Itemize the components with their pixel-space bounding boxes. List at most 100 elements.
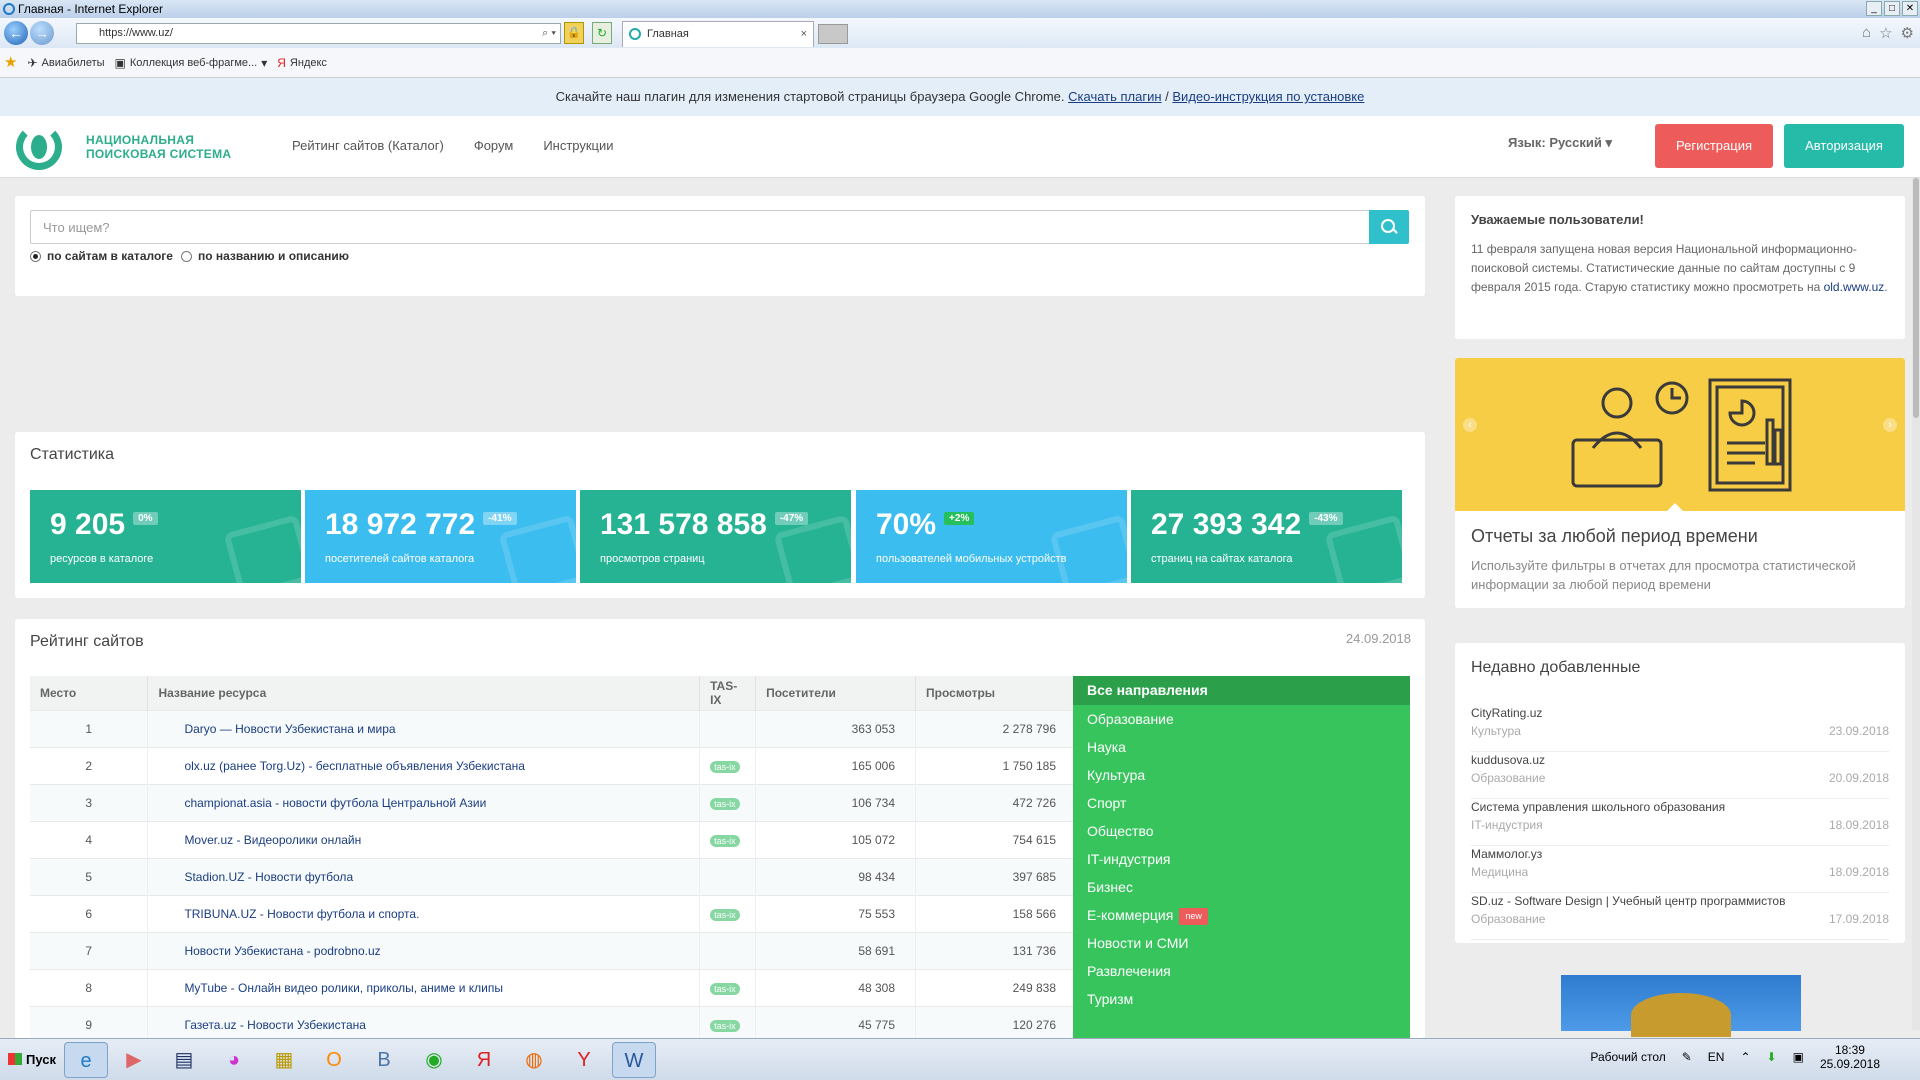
recent-item[interactable]: SD.uz - Software Design | Учебный центр …	[1471, 894, 1889, 940]
menu-item-instructions[interactable]: Инструкции	[543, 138, 614, 153]
folder-taskbar-icon[interactable]: ▦	[274, 1049, 294, 1071]
chrome-taskbar-icon[interactable]: ◉	[425, 1049, 443, 1071]
category-item[interactable]: Общество	[1073, 817, 1410, 845]
column-header-visitors[interactable]: Посетители	[755, 676, 917, 710]
address-bar[interactable]: https://www.uz/ ⌕ ▾	[76, 23, 561, 44]
favorite-item[interactable]: Я Яндекс	[277, 48, 327, 78]
recent-item[interactable]: Маммолог.уз Медицина 18.09.2018	[1471, 847, 1889, 893]
download-icon[interactable]: ⬇	[1766, 1050, 1777, 1064]
radio-name-description[interactable]	[180, 250, 192, 262]
language-indicator[interactable]: EN	[1707, 1050, 1725, 1064]
recent-item[interactable]: kuddusova.uz Образование 20.09.2018	[1471, 753, 1889, 799]
search-dropdown-icon[interactable]: ⌕ ▾	[542, 27, 556, 39]
video-instruction-link[interactable]: Видео-инструкция по установке	[1172, 89, 1365, 104]
minimize-button[interactable]: _	[1866, 1, 1882, 16]
category-item[interactable]: Новости и СМИ	[1073, 929, 1410, 957]
pen-icon[interactable]: ✎	[1681, 1050, 1692, 1064]
back-arrow-icon[interactable]: ←	[4, 21, 28, 45]
start-button[interactable]: Пуск	[2, 1045, 62, 1075]
maximize-button[interactable]: □	[1884, 1, 1900, 16]
recent-site-name[interactable]: Маммолог.уз	[1471, 847, 1543, 861]
column-header-tasix[interactable]: TAS-IX	[699, 676, 757, 710]
favorites-star-icon[interactable]: ☆	[1879, 25, 1893, 42]
logo-icon[interactable]	[16, 124, 62, 170]
browser-tab[interactable]: Главная ×	[622, 21, 814, 47]
category-item[interactable]: Туризм	[1073, 985, 1410, 1013]
recent-site-name[interactable]: SD.uz - Software Design | Учебный центр …	[1471, 894, 1786, 908]
vk-taskbar-icon[interactable]: В	[377, 1049, 391, 1071]
table-row[interactable]: 5 Stadion.UZ - Новости футбола 98 434 397 6…	[30, 857, 1077, 895]
logo-text[interactable]: Национальная поисковая система	[86, 133, 231, 161]
radio-catalog[interactable]	[30, 250, 41, 262]
firefox-taskbar-icon[interactable]: ◍	[525, 1049, 543, 1071]
site-link[interactable]: olx.uz (ранее Torg.Uz) - бесплатные объя…	[147, 746, 701, 784]
register-button[interactable]: Регистрация	[1655, 124, 1773, 168]
media-player-taskbar-icon[interactable]: ▶	[126, 1049, 142, 1071]
ie-taskbar-icon[interactable]: e	[64, 1042, 108, 1078]
odnoklassniki-taskbar-icon[interactable]: О	[326, 1049, 342, 1071]
forward-arrow-icon[interactable]: →	[30, 21, 54, 45]
home-icon[interactable]: ⌂	[1862, 24, 1872, 41]
category-item[interactable]: Спорт	[1073, 789, 1410, 817]
gear-icon[interactable]: ⚙	[1900, 25, 1914, 42]
favorites-star-icon[interactable]: ★	[4, 53, 18, 71]
category-item[interactable]: Развлечения	[1073, 957, 1410, 985]
category-item[interactable]: Бизнес	[1073, 873, 1410, 901]
table-row[interactable]: 6 TRIBUNA.UZ - Новости футбола и спорта. t…	[30, 894, 1077, 932]
new-tab-button[interactable]	[818, 24, 848, 44]
old-site-link[interactable]: old.www.uz	[1823, 280, 1885, 294]
close-window-button[interactable]: ✕	[1902, 1, 1918, 16]
recent-item[interactable]: CityRating.uz Культура 23.09.2018	[1471, 706, 1889, 752]
slider-next-icon[interactable]: ›	[1883, 418, 1897, 432]
recent-item[interactable]: Система управления школьного образования…	[1471, 800, 1889, 846]
site-link[interactable]: Газета.uz - Новости Узбекистана	[147, 1005, 701, 1039]
site-link[interactable]: MyTube - Онлайн видео ролики, приколы, а…	[147, 968, 701, 1006]
site-link[interactable]: Stadion.UZ - Новости футбола	[147, 857, 701, 895]
recent-site-name[interactable]: Система управления школьного образования	[1471, 800, 1726, 814]
table-row[interactable]: 8 MyTube - Онлайн видео ролики, приколы, …	[30, 968, 1077, 1006]
clock[interactable]: 18:39 25.09.2018	[1820, 1043, 1880, 1071]
table-row[interactable]: 7 Новости Узбекистана - podrobno.uz 58 691…	[30, 931, 1077, 969]
site-link[interactable]: Новости Узбекистана - podrobno.uz	[147, 931, 701, 969]
category-item[interactable]: Культура	[1073, 761, 1410, 789]
category-item[interactable]: Наука	[1073, 733, 1410, 761]
recent-site-name[interactable]: CityRating.uz	[1471, 706, 1543, 720]
site-link[interactable]: TRIBUNA.UZ - Новости футбола и спорта.	[147, 894, 701, 932]
menu-item-forum[interactable]: Форум	[473, 138, 514, 153]
promo-banner-image[interactable]	[1561, 975, 1801, 1037]
yandex-taskbar-icon[interactable]: Я	[476, 1049, 492, 1071]
category-item[interactable]: Образование	[1073, 705, 1410, 733]
search-input[interactable]	[30, 210, 1380, 244]
lock-icon[interactable]: 🔒	[564, 22, 584, 44]
column-header-place[interactable]: Место	[30, 676, 149, 710]
tray-arrow-icon[interactable]: ⌃	[1740, 1050, 1751, 1064]
category-item[interactable]: IT-индустрия	[1073, 845, 1410, 873]
network-icon[interactable]: ▣	[1792, 1050, 1804, 1064]
category-item[interactable]: E-коммерция new	[1073, 901, 1410, 929]
site-link[interactable]: championat.asia - новости футбола Центра…	[147, 783, 701, 821]
table-row[interactable]: 9 Газета.uz - Новости Узбекистана tas-ix 45…	[30, 1005, 1077, 1039]
search-button[interactable]	[1369, 210, 1409, 244]
favorite-item[interactable]: ▣ Коллекция веб-фрагме... ▾	[115, 48, 268, 78]
table-row[interactable]: 3 championat.asia - новости футбола Центр…	[30, 783, 1077, 821]
refresh-icon[interactable]: ↻	[592, 22, 612, 44]
table-row[interactable]: 2 olx.uz (ранее Torg.Uz) - бесплатные объ…	[30, 746, 1077, 784]
recent-site-name[interactable]: kuddusova.uz	[1471, 753, 1546, 767]
language-selector[interactable]: Язык: Русский ▾	[1508, 135, 1613, 150]
site-link[interactable]: Mover.uz - Видеоролики онлайн	[147, 820, 701, 858]
column-header-views[interactable]: Просмотры	[915, 676, 1077, 710]
yandex-browser-taskbar-icon[interactable]: Y	[577, 1049, 591, 1071]
page-scrollbar[interactable]	[1912, 178, 1920, 1030]
column-header-name[interactable]: Название ресурса	[147, 676, 701, 710]
download-plugin-link[interactable]: Скачать плагин	[1068, 89, 1162, 104]
category-all[interactable]: Все направления	[1073, 676, 1410, 705]
save-taskbar-icon[interactable]: ▤	[174, 1049, 194, 1071]
tab-close-button[interactable]: ×	[800, 28, 807, 40]
menu-item-rating[interactable]: Рейтинг сайтов (Каталог)	[292, 138, 444, 153]
table-row[interactable]: 1 Daryo — Новости Узбекистана и мира 363 0…	[30, 709, 1077, 747]
favorite-item[interactable]: ✈ Авиабилеты	[27, 48, 104, 78]
site-link[interactable]: Daryo — Новости Узбекистана и мира	[147, 709, 701, 747]
table-row[interactable]: 4 Mover.uz - Видеоролики онлайн tas-ix 105 …	[30, 820, 1077, 858]
color-wheel-taskbar-icon[interactable]: ◕	[227, 1049, 241, 1071]
login-button[interactable]: Авторизация	[1784, 124, 1904, 168]
